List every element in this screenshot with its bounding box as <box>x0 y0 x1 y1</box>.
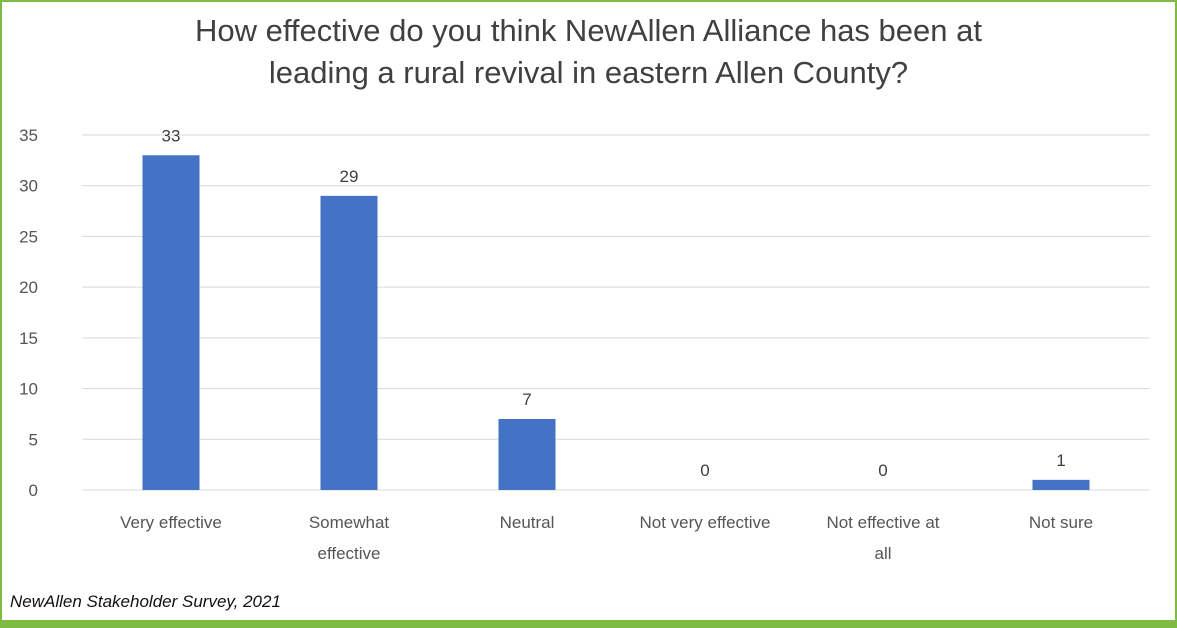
category-label: Not effective at <box>826 513 939 532</box>
bottom-accent-bar <box>0 620 1177 628</box>
chart-title-line-2: leading a rural revival in eastern Allen… <box>268 55 909 90</box>
bar <box>498 419 556 490</box>
data-label: 0 <box>700 461 709 480</box>
bar <box>320 195 378 490</box>
category-label: Somewhat <box>309 513 390 532</box>
grid-lines <box>82 134 1150 491</box>
category-label: Not very effective <box>639 513 770 532</box>
category-label: Neutral <box>500 513 555 532</box>
chart-title-line-1: How effective do you think NewAllen Alli… <box>195 13 982 48</box>
data-label: 29 <box>340 167 359 186</box>
category-label: effective <box>317 544 380 563</box>
y-tick-label: 30 <box>19 177 38 196</box>
category-label: all <box>874 544 891 563</box>
category-label: Very effective <box>120 513 222 532</box>
source-caption: NewAllen Stakeholder Survey, 2021 <box>10 592 281 611</box>
y-tick-label: 0 <box>29 481 38 500</box>
y-tick-label: 20 <box>19 278 38 297</box>
bar <box>142 155 200 491</box>
chart-title: How effective do you think NewAllen Alli… <box>0 10 1177 94</box>
y-tick-label: 10 <box>19 380 38 399</box>
y-tick-label: 15 <box>19 329 38 348</box>
data-label: 7 <box>522 390 531 409</box>
bars <box>142 155 1090 491</box>
data-label: 33 <box>162 126 181 145</box>
y-tick-label: 25 <box>19 227 38 246</box>
y-axis-ticks: 0 5 10 15 20 25 30 35 <box>19 126 38 500</box>
data-label: 1 <box>1056 451 1065 470</box>
y-tick-label: 35 <box>19 126 38 145</box>
category-labels: Very effective Somewhat effective Neutral No… <box>120 513 1093 563</box>
data-label: 0 <box>878 461 887 480</box>
y-tick-label: 5 <box>29 430 38 449</box>
bar <box>1032 479 1090 490</box>
data-labels: 33 29 7 0 0 1 <box>162 126 1066 480</box>
category-label: Not sure <box>1029 513 1093 532</box>
